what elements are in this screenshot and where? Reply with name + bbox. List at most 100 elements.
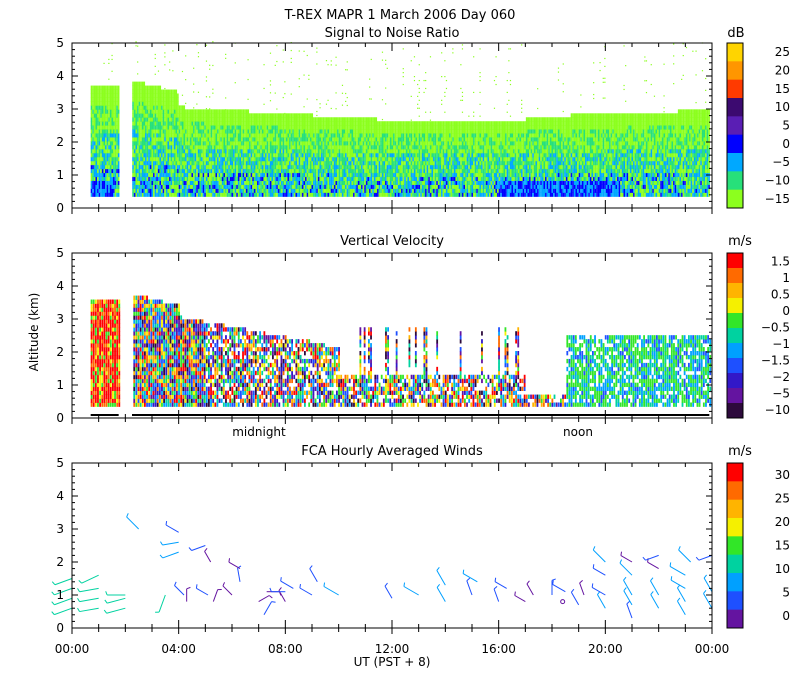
snr-cell — [447, 180, 450, 185]
snr-cell — [341, 129, 344, 134]
snr-cell — [212, 160, 214, 166]
snr-cell — [289, 125, 291, 130]
snr-cell — [437, 160, 440, 166]
snr-cell — [265, 129, 267, 134]
snr-cell — [109, 85, 112, 90]
snr-cell — [273, 176, 275, 182]
snr-cell — [234, 117, 237, 122]
snr-speckle — [276, 45, 278, 47]
snr-cell — [415, 168, 418, 174]
snr-cell — [311, 148, 314, 154]
snr-cell — [191, 192, 194, 197]
snr-cell — [167, 125, 170, 130]
snr-cell — [116, 113, 118, 118]
snr-cell — [210, 172, 213, 178]
snr-cell — [183, 168, 186, 174]
snr-cell — [215, 148, 218, 154]
snr-cell — [362, 152, 365, 158]
snr-cell — [177, 93, 179, 98]
snr-cell — [388, 141, 390, 146]
snr-cell — [223, 168, 226, 174]
snr-cell — [220, 141, 222, 146]
snr-cell — [329, 160, 331, 166]
snr-cell — [202, 129, 205, 134]
snr-cell — [138, 152, 141, 158]
snr-cell — [215, 141, 218, 146]
snr-cell — [325, 180, 328, 185]
snr-cell — [145, 160, 147, 166]
snr-cell — [140, 156, 142, 162]
snr-cell — [253, 172, 256, 178]
snr-cell — [401, 184, 403, 189]
snr-cell — [245, 160, 248, 166]
snr-cell — [420, 141, 422, 146]
snr-cell — [341, 121, 344, 126]
snr-cell — [321, 141, 323, 146]
snr-cell — [221, 172, 224, 178]
snr-cell — [159, 105, 162, 110]
snr-cell — [218, 152, 221, 158]
snr-cell — [188, 129, 190, 134]
snr-cell — [191, 156, 194, 162]
snr-cell — [276, 117, 278, 122]
snr-cell — [381, 121, 384, 126]
snr-cell — [308, 141, 310, 146]
snr-cell — [172, 176, 174, 182]
snr-cell — [425, 160, 427, 166]
snr-cell — [373, 148, 376, 154]
snr-speckle — [225, 53, 227, 55]
snr-cell — [194, 125, 197, 130]
snr-cell — [141, 188, 144, 193]
snr-cell — [169, 176, 171, 182]
snr-cell — [135, 133, 138, 138]
snr-cell — [269, 152, 272, 158]
snr-cell — [98, 137, 101, 142]
snr-cell — [157, 125, 160, 130]
snr-speckle — [154, 57, 156, 60]
snr-cell — [285, 144, 288, 150]
snr-cell — [196, 121, 198, 126]
snr-cell — [236, 141, 238, 146]
snr-cell — [297, 172, 299, 178]
snr-cell — [252, 184, 254, 189]
snr-cell — [205, 141, 208, 146]
snr-cell — [268, 152, 270, 158]
snr-cell — [293, 137, 296, 142]
snr-cell — [159, 188, 162, 193]
snr-cell — [412, 129, 414, 134]
snr-cell — [98, 192, 101, 197]
snr-cell — [95, 156, 98, 162]
snr-cell — [343, 184, 346, 189]
snr-cell — [317, 176, 320, 182]
snr-cell — [405, 184, 408, 189]
snr-cell — [298, 176, 301, 182]
snr-cell — [306, 180, 309, 185]
snr-cell — [444, 144, 446, 150]
snr-cell — [117, 101, 120, 106]
snr-cell — [405, 168, 408, 174]
snr-cell — [217, 172, 219, 178]
snr-cell — [276, 152, 278, 158]
snr-cell — [114, 180, 117, 185]
snr-cell — [151, 85, 154, 90]
snr-cell — [349, 152, 352, 158]
snr-cell — [247, 188, 250, 193]
snr-cell — [154, 156, 157, 162]
snr-cell — [378, 188, 381, 193]
snr-cell — [225, 192, 227, 197]
snr-speckle — [346, 96, 348, 99]
snr-cell — [284, 137, 286, 142]
snr-cell — [372, 133, 374, 138]
snr-cell — [404, 144, 406, 150]
snr-cell — [298, 137, 301, 142]
snr-cell — [269, 176, 272, 182]
snr-cell — [351, 160, 354, 166]
snr-cell — [391, 141, 394, 146]
snr-speckle — [196, 44, 198, 46]
snr-cell — [114, 188, 117, 193]
snr-cell — [404, 176, 406, 182]
snr-cell — [97, 89, 99, 94]
snr-cell — [199, 172, 202, 178]
snr-cell — [383, 121, 386, 126]
snr-cell — [106, 105, 109, 110]
